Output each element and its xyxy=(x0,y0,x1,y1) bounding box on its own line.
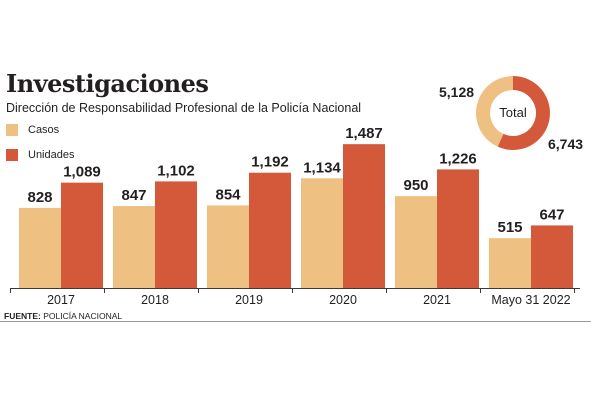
x-tick-label-2021: 2021 xyxy=(423,293,451,307)
bar-casos-mayo-31-2022 xyxy=(489,238,531,288)
legend-label-unidades: Unidades xyxy=(28,149,75,161)
x-tick-label-mayo-31-2022: Mayo 31 2022 xyxy=(491,293,570,307)
legend-label-casos: Casos xyxy=(28,124,60,136)
data-label-casos-2019: 854 xyxy=(215,186,241,203)
data-label-unidades-2017: 1,089 xyxy=(63,164,101,181)
data-label-unidades-2020: 1,487 xyxy=(345,125,383,142)
bar-unidades-mayo-31-2022 xyxy=(531,225,573,288)
bar-casos-2017 xyxy=(19,207,61,288)
legend-swatch-casos xyxy=(6,124,18,136)
bar-unidades-2021 xyxy=(437,169,479,288)
bar-casos-2018 xyxy=(113,206,155,288)
data-label-casos-2020: 1,134 xyxy=(303,159,341,176)
data-label-casos-2018: 847 xyxy=(121,187,146,204)
x-tick-label-2018: 2018 xyxy=(141,293,169,307)
bar-casos-2021 xyxy=(395,196,437,288)
bar-unidades-2017 xyxy=(61,182,103,288)
data-label-unidades-2018: 1,102 xyxy=(157,162,195,179)
bar-casos-2019 xyxy=(207,205,249,288)
source-label: FUENTE: xyxy=(4,311,41,321)
bar-unidades-2020 xyxy=(343,144,385,288)
donut-slice-unidades xyxy=(497,76,550,150)
chart-subtitle: Dirección de Responsabilidad Profesional… xyxy=(6,101,362,115)
donut-label-unidades: 6,743 xyxy=(548,136,584,152)
data-label-casos-mayo-31-2022: 515 xyxy=(497,219,522,236)
donut-slice-casos xyxy=(476,76,513,147)
bar-unidades-2018 xyxy=(155,181,197,288)
data-label-casos-2017: 828 xyxy=(27,189,52,206)
data-label-unidades-2019: 1,192 xyxy=(251,154,289,171)
donut-center-label: Total xyxy=(499,105,527,120)
data-label-unidades-2021: 1,226 xyxy=(439,150,477,167)
bar-unidades-2019 xyxy=(249,172,291,288)
x-tick-label-2017: 2017 xyxy=(47,293,75,307)
x-tick-label-2019: 2019 xyxy=(235,293,263,307)
donut-label-casos: 5,128 xyxy=(439,84,475,100)
chart-title: Investigaciones xyxy=(6,69,209,98)
data-label-casos-2021: 950 xyxy=(403,177,428,194)
bar-casos-2020 xyxy=(301,178,343,288)
source-note: FUENTE: POLICÍA NACIONAL xyxy=(4,312,122,321)
bottom-rule xyxy=(0,321,591,322)
x-tick-label-2020: 2020 xyxy=(329,293,357,307)
legend-swatch-unidades xyxy=(6,149,18,161)
data-label-unidades-mayo-31-2022: 647 xyxy=(539,206,564,223)
source-text: POLICÍA NACIONAL xyxy=(43,311,123,321)
